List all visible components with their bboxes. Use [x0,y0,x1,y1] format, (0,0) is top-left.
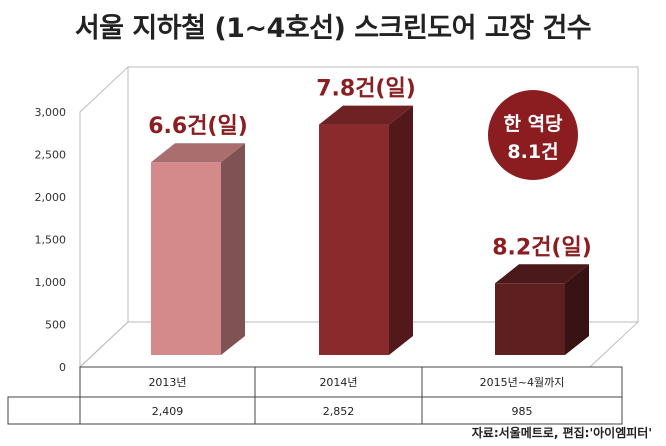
y-tick-label: 0 [59,361,66,374]
y-tick-label: 1,000 [35,276,67,289]
badge-line1: 한 역당 [503,113,563,135]
bar-top [495,264,589,284]
badge-line2: 8.1건 [507,141,558,163]
y-tick-label: 2,500 [35,149,67,162]
y-tick-label: 500 [45,319,66,332]
category-label: 2014년 [319,376,357,389]
value-row [7,396,623,425]
bar-data-label: 8.2건(일) [492,235,592,260]
bar-data-label: 6.6건(일) [148,114,248,139]
y-tick-label: 3,000 [35,106,67,119]
bar-side [221,143,245,355]
value-label: 2,852 [323,405,355,418]
y-tick-label: 2,000 [35,191,67,204]
y-tick-label: 1,500 [35,234,67,247]
bar-front [319,124,389,355]
category-label: 2015년~4월까지 [480,376,565,389]
value-label: 985 [512,405,533,418]
bar-top [151,143,245,163]
side-wall [79,65,129,369]
category-label: 2013년 [148,376,186,389]
chart-title: 서울 지하철 (1~4호선) 스크린도어 고장 건수 [74,13,592,44]
source-note: 자료:서울메트로, 편집:'아이엠피터' [471,426,652,440]
bar-top [319,105,413,125]
bar-side [389,105,413,355]
bar-side [565,264,589,355]
value-label: 2,409 [152,405,184,418]
badge-circle [488,90,578,180]
bar-data-label: 7.8건(일) [316,77,416,102]
bar-front [151,162,221,355]
bar-front [495,283,565,355]
